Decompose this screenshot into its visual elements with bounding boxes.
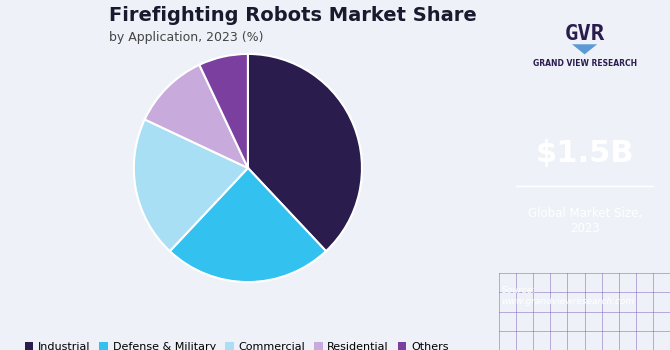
Text: Firefighting Robots Market Share: Firefighting Robots Market Share xyxy=(109,6,476,25)
Wedge shape xyxy=(200,54,248,168)
Wedge shape xyxy=(145,65,248,168)
Legend: Industrial, Defense & Military, Commercial, Residential, Others: Industrial, Defense & Military, Commerci… xyxy=(20,337,453,350)
Text: GRAND VIEW RESEARCH: GRAND VIEW RESEARCH xyxy=(533,60,636,68)
Text: $1.5B: $1.5B xyxy=(535,140,634,168)
Text: Source:
www.grandviewresearch.com: Source: www.grandviewresearch.com xyxy=(502,286,635,306)
Wedge shape xyxy=(134,119,248,251)
Text: GVR: GVR xyxy=(565,24,604,44)
Text: by Application, 2023 (%): by Application, 2023 (%) xyxy=(109,31,263,44)
Wedge shape xyxy=(170,168,326,282)
Polygon shape xyxy=(572,44,597,54)
Text: Global Market Size,
2023: Global Market Size, 2023 xyxy=(527,206,642,235)
Wedge shape xyxy=(248,54,362,251)
